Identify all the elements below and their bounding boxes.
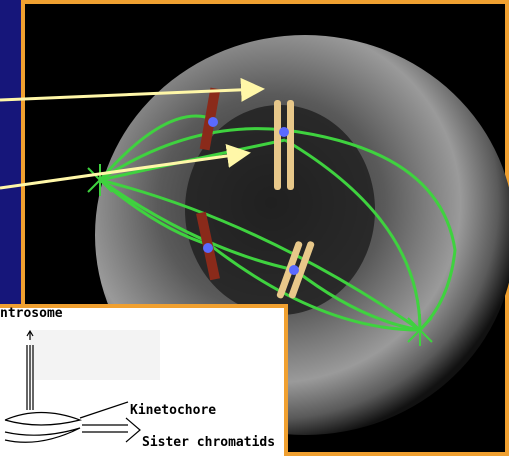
inset-shading <box>30 330 160 380</box>
inset-frame <box>0 306 286 456</box>
inset-label: ntrosome <box>0 306 63 321</box>
inset-label: Kinetochore <box>130 403 216 418</box>
slide: ntrosome Kinetochore Sister chromatids <box>0 0 509 456</box>
inset-label: Sister chromatids <box>142 435 275 450</box>
page: {"inset": {"labels": ["ntrosome", "Kinet… <box>0 0 509 456</box>
inset: ntrosome Kinetochore Sister chromatids <box>0 306 286 456</box>
